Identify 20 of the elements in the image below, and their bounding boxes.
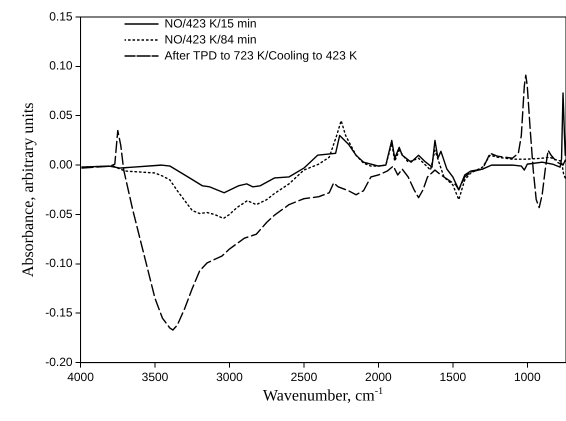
x-tick-label: 2000	[365, 370, 392, 384]
x-axis-title: Wavenumber, cm$^{-1}$	[262, 386, 384, 406]
x-tick-label: 3500	[142, 370, 169, 384]
legend-label: NO/423 K/15 min	[164, 16, 257, 30]
y-tick-label: -0.15	[45, 306, 73, 320]
legend-label: NO/423 K/84 min	[164, 32, 257, 46]
y-axis-title: Absorbance, arbitrary units	[20, 102, 37, 278]
legend-label: After TPD to 723 K/Cooling to 423 K	[164, 48, 358, 62]
y-tick-label: 0.00	[49, 157, 73, 172]
y-tick-label: 0.15	[49, 9, 73, 24]
y-tick-label: 0.05	[49, 108, 73, 122]
x-tick-label: 2500	[290, 370, 318, 384]
x-tick-label: 1000	[514, 370, 541, 384]
y-tick-label: -0.10	[45, 256, 73, 270]
y-tick-label: -0.05	[45, 206, 73, 221]
y-tick-label: 0.10	[49, 58, 73, 73]
x-tick-label: 1500	[439, 370, 466, 384]
x-tick-label: 4000	[67, 370, 94, 384]
x-tick-label: 3000	[216, 370, 244, 384]
y-tick-label: -0.20	[45, 354, 73, 369]
